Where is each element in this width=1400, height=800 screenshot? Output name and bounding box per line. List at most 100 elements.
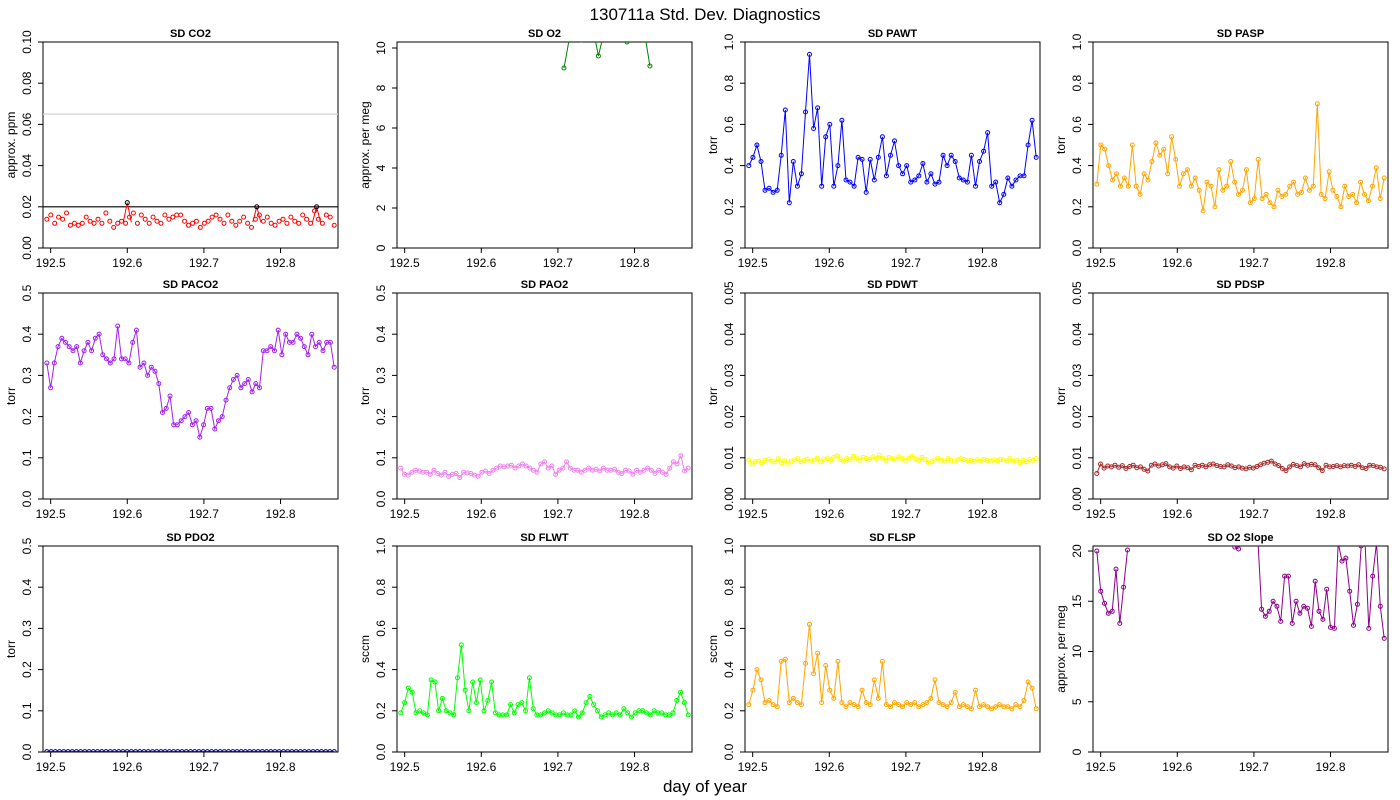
data-point [1114, 171, 1119, 177]
data-point [568, 712, 574, 718]
data-point [455, 675, 460, 681]
plot-frame [744, 292, 1041, 500]
data-point [612, 466, 617, 472]
data-point [304, 216, 310, 222]
data-point [831, 695, 837, 701]
data-point [272, 222, 278, 228]
data-point [1180, 171, 1186, 177]
data-point [908, 702, 914, 708]
data-point [1121, 584, 1127, 590]
data-point [150, 214, 156, 220]
y-tick-label: 0.2 [20, 408, 34, 425]
data-point [815, 650, 821, 656]
x-tick-label: 192.7 [891, 256, 921, 270]
y-tick-label: 0.1 [374, 449, 388, 466]
data-point [859, 687, 865, 693]
data-point [613, 710, 619, 716]
data-point [409, 469, 415, 475]
panel-3: SD PAWT torr 192.5 192.6 192.7 192.8 0.0 0.2 0.4… [706, 28, 1041, 270]
data-point [1275, 187, 1281, 193]
data-point [841, 458, 846, 464]
data-point [264, 348, 270, 354]
data-point [178, 418, 184, 424]
data-point [1152, 461, 1158, 467]
data-point [130, 210, 136, 216]
x-tick-label: 192.6 [466, 760, 496, 774]
data-point [572, 708, 578, 714]
data-point [973, 183, 978, 189]
data-point [960, 177, 966, 183]
data-point [924, 700, 930, 706]
data-point [807, 51, 812, 57]
plot-area [398, 453, 691, 481]
data-point [578, 469, 584, 475]
data-point [186, 410, 192, 415]
data-point [154, 218, 160, 224]
data-point [659, 710, 665, 716]
plot-frame [396, 41, 693, 249]
data-point [1314, 101, 1320, 107]
y-tick-label: 0.1 [20, 449, 34, 466]
data-point [587, 693, 593, 699]
x-tick-label: 192.7 [543, 507, 573, 521]
data-point [920, 702, 926, 708]
panel-9: SD PDO2 torr 192.5 192.6 192.7 192.8 0.0 0.1 0.2… [4, 532, 339, 774]
x-tick-label: 192.7 [543, 256, 573, 270]
y-tick-label: 0.5 [20, 284, 34, 301]
data-point [574, 22, 578, 26]
data-point [752, 459, 758, 465]
x-tick-label: 192.7 [189, 507, 219, 521]
data-point [632, 710, 638, 716]
data-point [453, 471, 459, 476]
data-point [1102, 600, 1107, 606]
data-point [648, 467, 654, 473]
y-axis-label: torr [1054, 387, 1068, 405]
plot-area [561, 22, 653, 71]
y-axis-label: torr [358, 387, 372, 405]
y-tick-label: 0.2 [374, 702, 388, 719]
data-point [1232, 546, 1238, 550]
data-point [443, 708, 449, 714]
data-point [405, 472, 411, 478]
data-point [227, 385, 233, 391]
data-point [567, 465, 573, 471]
data-point [1373, 165, 1379, 171]
data-point [939, 457, 944, 463]
data-point [940, 152, 946, 158]
y-tick-label: 0.03 [1070, 363, 1084, 387]
data-point [746, 163, 752, 169]
data-point [241, 214, 247, 220]
data-point [234, 372, 240, 378]
x-tick-label: 192.5 [36, 256, 66, 270]
data-point [647, 712, 653, 718]
data-point [847, 179, 853, 185]
data-point [1098, 588, 1104, 594]
x-tick-label: 192.6 [112, 256, 142, 270]
data-point [1009, 706, 1015, 712]
panel-title: SD PDO2 [166, 532, 214, 544]
y-tick-label: 15 [1070, 594, 1084, 608]
data-point [1157, 152, 1163, 158]
x-tick-label: 192.6 [466, 507, 496, 521]
data-point [451, 712, 457, 718]
data-point [527, 465, 533, 471]
data-point [1121, 175, 1127, 181]
data-point [1102, 146, 1108, 152]
data-point [924, 179, 930, 185]
data-point [485, 698, 491, 703]
data-point [786, 200, 792, 206]
data-point [626, 468, 632, 474]
data-point [219, 414, 225, 420]
data-point [1004, 458, 1010, 464]
data-point [602, 30, 606, 34]
y-tick-label: 0.05 [722, 281, 736, 305]
data-point [253, 381, 259, 387]
data-point [968, 152, 974, 158]
data-point [123, 220, 129, 226]
x-tick-label: 192.5 [36, 507, 66, 521]
data-point [766, 185, 772, 191]
data-point [1251, 196, 1257, 202]
plot-frame [396, 545, 693, 753]
data-point [122, 356, 128, 362]
